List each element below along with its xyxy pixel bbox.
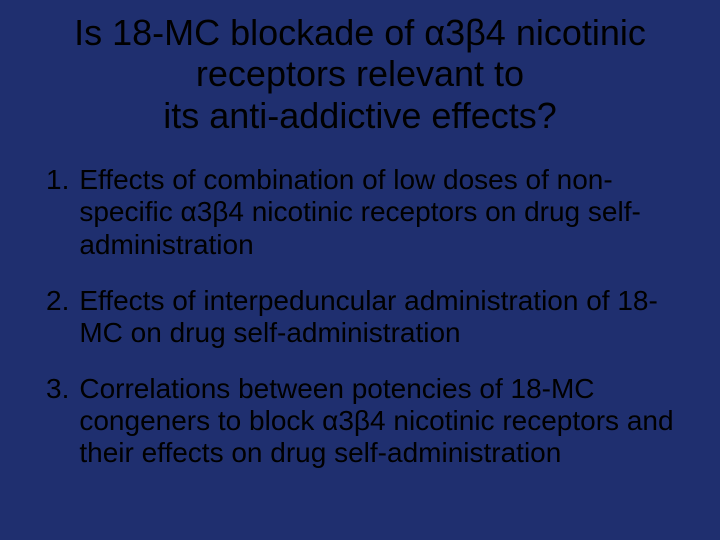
list-item-number: 1.	[46, 164, 69, 196]
list-item-number: 3.	[46, 373, 69, 405]
list-item: 3. Correlations between potencies of 18-…	[46, 373, 692, 470]
title-line-3: its anti-addictive effects?	[163, 95, 557, 136]
bullet-list: 1. Effects of combination of low doses o…	[28, 164, 692, 470]
slide: Is 18-MC blockade of α3β4 nicotinic rece…	[0, 0, 720, 540]
list-item-text: Effects of combination of low doses of n…	[79, 164, 692, 261]
list-item-text: Correlations between potencies of 18-MC …	[79, 373, 692, 470]
title-line-1: Is 18-MC blockade of α3β4 nicotinic	[74, 12, 646, 53]
list-item-number: 2.	[46, 285, 69, 317]
title-line-2: receptors relevant to	[196, 53, 524, 94]
slide-title: Is 18-MC blockade of α3β4 nicotinic rece…	[28, 12, 692, 136]
list-item: 2. Effects of interpeduncular administra…	[46, 285, 692, 349]
list-item-text: Effects of interpeduncular administratio…	[79, 285, 692, 349]
list-item: 1. Effects of combination of low doses o…	[46, 164, 692, 261]
